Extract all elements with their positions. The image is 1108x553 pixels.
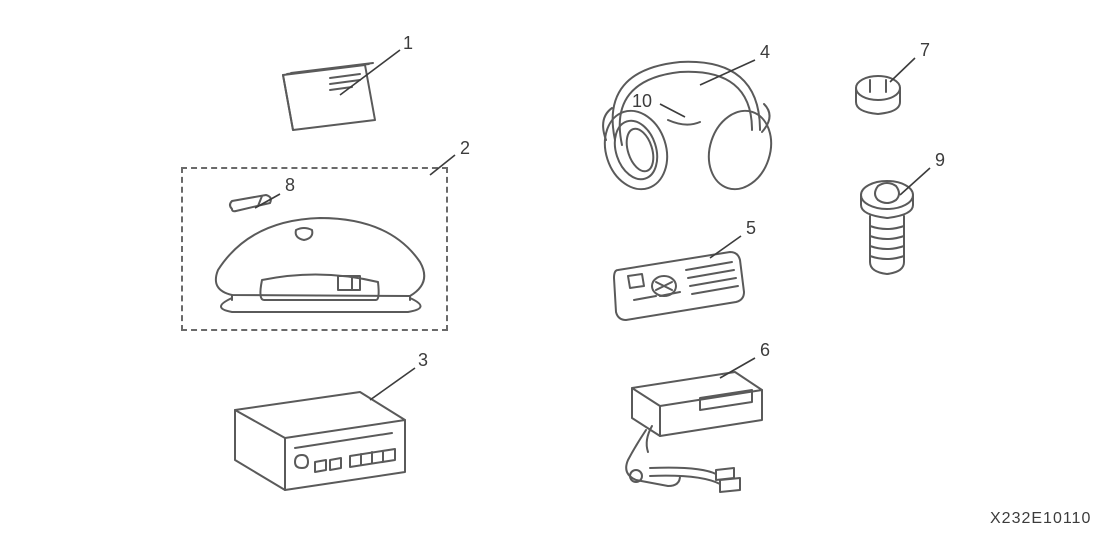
part-cap — [856, 76, 900, 114]
group-box — [181, 167, 448, 331]
parts-drawing — [0, 0, 1108, 553]
diagram-stage: 1 2 3 4 5 6 7 8 9 10 X232E10110 — [0, 0, 1108, 553]
callout-9: 9 — [935, 150, 945, 171]
callout-2: 2 — [460, 138, 470, 159]
callout-10: 10 — [632, 91, 652, 112]
part-dvd-player — [235, 392, 405, 490]
part-code: X232E10110 — [990, 510, 1091, 528]
part-remote — [614, 252, 744, 320]
callout-6: 6 — [760, 340, 770, 361]
callout-4: 4 — [760, 42, 770, 63]
part-bolt — [861, 181, 913, 274]
callout-5: 5 — [746, 218, 756, 239]
part-headphones — [595, 62, 781, 198]
callout-7: 7 — [920, 40, 930, 61]
part-tuner-box — [626, 372, 762, 492]
callout-3: 3 — [418, 350, 428, 371]
callout-8: 8 — [285, 175, 295, 196]
callout-1: 1 — [403, 33, 413, 54]
part-manual — [283, 63, 375, 130]
